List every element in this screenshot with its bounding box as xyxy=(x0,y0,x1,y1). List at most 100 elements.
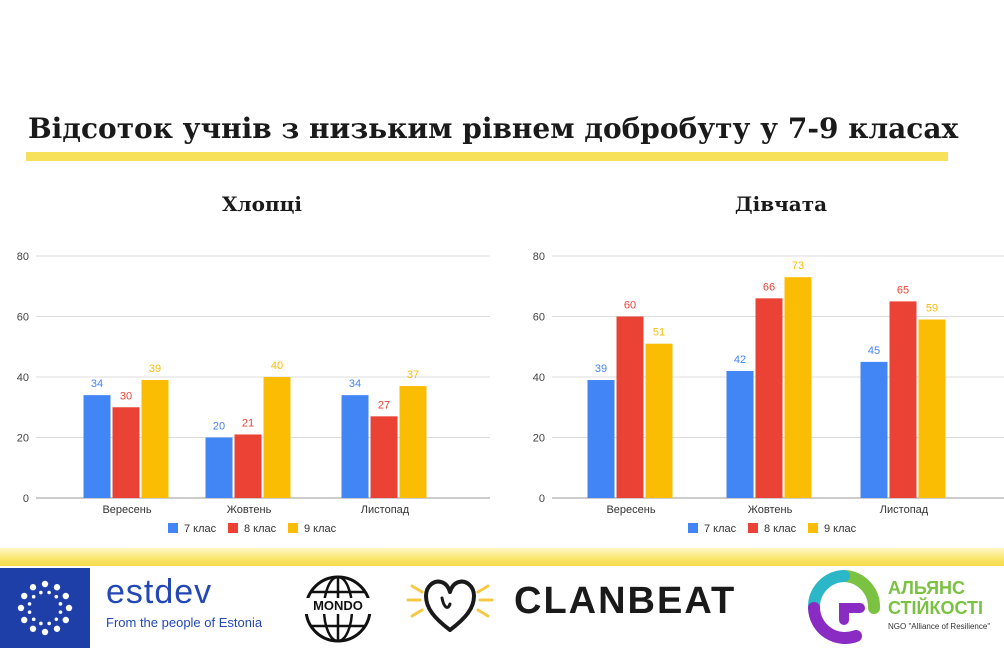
legend-swatch xyxy=(748,523,758,533)
alliance-tagline: NGO "Alliance of Resilience" xyxy=(888,622,991,631)
bar xyxy=(587,380,615,498)
legend-label: 8 клас xyxy=(244,523,277,535)
y-tick-label: 20 xyxy=(533,433,545,445)
bar xyxy=(645,343,673,498)
legend-label: 9 клас xyxy=(304,523,337,535)
eu-star-icon xyxy=(54,594,59,599)
bar-value-label: 39 xyxy=(595,363,607,375)
legend-label: 8 клас xyxy=(764,523,797,535)
estdev-logo-text: estdev xyxy=(106,573,213,611)
eu-star-icon xyxy=(29,625,37,632)
bar xyxy=(889,301,917,498)
x-category-label: Вересень xyxy=(102,504,151,516)
mondo-logo-text: MONDO xyxy=(303,598,373,614)
bar-value-label: 20 xyxy=(213,421,225,433)
heart-icon xyxy=(406,579,494,632)
bar xyxy=(83,395,111,498)
eu-star-icon xyxy=(58,602,63,606)
y-tick-label: 60 xyxy=(533,312,545,324)
bar xyxy=(755,298,783,498)
bar-value-label: 66 xyxy=(763,281,775,293)
bar xyxy=(399,386,427,498)
bar xyxy=(234,434,262,498)
alliance-logo-icon xyxy=(808,570,880,644)
bar-value-label: 59 xyxy=(926,303,938,315)
title-underline xyxy=(26,152,948,161)
bar xyxy=(341,395,369,498)
eu-flag-logo xyxy=(0,568,90,648)
eu-star-icon xyxy=(41,628,49,636)
legend-label: 7 клас xyxy=(704,523,737,535)
bar xyxy=(263,377,291,498)
eu-star-icon xyxy=(31,617,36,622)
eu-star-icon xyxy=(31,594,36,599)
chart-title-girls: Дівчата xyxy=(734,192,828,216)
eu-star-icon xyxy=(17,604,25,612)
y-tick-label: 40 xyxy=(533,372,545,384)
eu-star-icon xyxy=(62,592,69,600)
bar xyxy=(141,380,169,498)
slide-title: Відсоток учнів з низьким рівнем добробут… xyxy=(28,112,959,145)
bar-value-label: 27 xyxy=(378,399,390,411)
x-category-label: Листопад xyxy=(361,504,410,516)
y-tick-label: 0 xyxy=(23,493,29,505)
eu-star-icon xyxy=(54,617,59,622)
bar xyxy=(205,437,233,498)
decorative-band xyxy=(0,548,1004,566)
y-tick-label: 0 xyxy=(539,493,545,505)
bar xyxy=(784,277,812,498)
y-tick-label: 80 xyxy=(17,251,29,263)
eu-star-icon xyxy=(21,616,28,624)
eu-star-icon xyxy=(39,621,43,626)
x-category-label: Жовтень xyxy=(227,504,272,516)
eu-star-icon xyxy=(53,584,61,591)
eu-star-icon xyxy=(62,616,69,624)
bar-value-label: 34 xyxy=(349,378,361,390)
bar-value-label: 65 xyxy=(897,284,909,296)
bar-value-label: 40 xyxy=(271,360,283,372)
clanbeat-logo-text: CLANBEAT xyxy=(514,580,737,622)
eu-star-icon xyxy=(53,625,61,632)
eu-star-icon xyxy=(21,592,28,600)
bar xyxy=(616,316,644,498)
eu-star-icon xyxy=(47,590,51,595)
legend-label: 7 клас xyxy=(184,523,217,535)
eu-star-icon xyxy=(27,602,32,606)
alliance-title-line1: АЛЬЯНС xyxy=(888,578,966,598)
y-tick-label: 80 xyxy=(533,251,545,263)
estdev-tagline: From the people of Estonia xyxy=(106,615,263,630)
eu-star-icon xyxy=(27,610,32,614)
y-tick-label: 20 xyxy=(17,433,29,445)
eu-star-icon xyxy=(41,580,49,588)
bar-value-label: 42 xyxy=(734,354,746,366)
bar xyxy=(918,319,946,498)
bar-value-label: 39 xyxy=(149,363,161,375)
bar xyxy=(860,361,888,498)
bar-value-label: 45 xyxy=(868,345,880,357)
chart-title-boys: Хлопці xyxy=(222,192,302,216)
bar xyxy=(370,416,398,498)
eu-star-icon xyxy=(47,621,51,626)
eu-star-icon xyxy=(58,610,63,614)
bar-value-label: 34 xyxy=(91,378,103,390)
bar-value-label: 51 xyxy=(653,327,665,339)
legend-swatch xyxy=(228,523,238,533)
eu-star-icon xyxy=(65,604,73,612)
boys-bar-chart: 0 20 40 60 80 34 30 39 Вересень 20 21 40 Жовтень 34 27… xyxy=(17,251,490,535)
alliance-title-line2: СТІЙКОСТІ xyxy=(888,598,984,618)
legend-swatch xyxy=(808,523,818,533)
bar-value-label: 60 xyxy=(624,300,636,312)
bar-value-label: 37 xyxy=(407,369,419,381)
y-tick-label: 60 xyxy=(17,312,29,324)
girls-bar-chart: 0 20 40 60 80 39 60 51 Вересень 42 66 73 Жовтень 45 65… xyxy=(533,251,1004,535)
legend-swatch xyxy=(688,523,698,533)
bar xyxy=(112,407,140,498)
bar-value-label: 30 xyxy=(120,390,132,402)
bar-value-label: 21 xyxy=(242,417,254,429)
bar xyxy=(726,370,754,498)
x-category-label: Вересень xyxy=(606,504,655,516)
x-category-label: Листопад xyxy=(880,504,929,516)
eu-star-icon xyxy=(29,584,37,591)
x-category-label: Жовтень xyxy=(748,504,793,516)
legend-swatch xyxy=(168,523,178,533)
